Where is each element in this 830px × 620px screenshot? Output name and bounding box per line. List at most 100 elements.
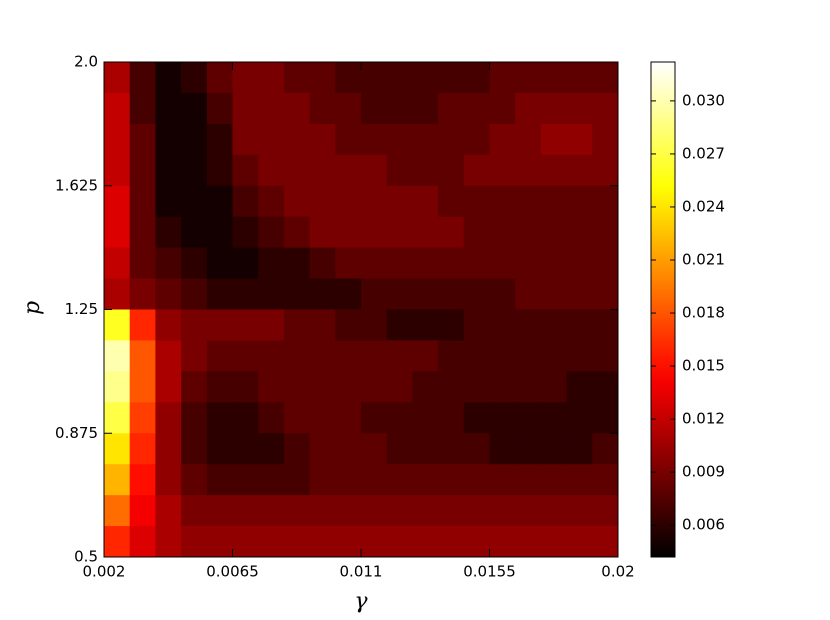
heatmap-cell: [155, 402, 182, 434]
heatmap-cell: [463, 464, 490, 496]
heatmap-cell: [463, 309, 490, 341]
heatmap-cell: [386, 309, 413, 341]
heatmap-cell: [258, 526, 285, 558]
heatmap-cell: [206, 340, 233, 372]
heatmap-cell: [155, 371, 182, 403]
heatmap-cell: [155, 216, 182, 249]
colorbar-tick-label: 0.018: [682, 304, 725, 322]
heatmap-cell: [309, 309, 336, 341]
heatmap-cell: [309, 247, 336, 280]
colorbar-tick-label: 0.030: [682, 91, 725, 109]
heatmap-cell: [335, 526, 362, 558]
heatmap-cell: [463, 340, 490, 372]
heatmap-cell: [206, 247, 233, 280]
heatmap-cell: [129, 62, 156, 94]
heatmap-cell: [258, 154, 285, 187]
heatmap-cell: [412, 62, 439, 94]
heatmap-cell: [104, 216, 131, 249]
heatmap-cell: [566, 402, 593, 434]
heatmap-cell: [335, 247, 362, 280]
heatmap-cell: [463, 154, 490, 187]
heatmap-cell: [155, 185, 182, 218]
heatmap-cell: [309, 216, 336, 249]
heatmap-cell: [566, 278, 593, 310]
heatmap-cell: [181, 92, 208, 125]
heatmap-cell: [206, 62, 233, 94]
heatmap-cell: [566, 464, 593, 496]
heatmap-cell: [155, 464, 182, 496]
heatmap-cell: [438, 123, 465, 156]
heatmap-cell: [129, 154, 156, 187]
heatmap-cell: [412, 495, 439, 527]
heatmap-cell: [258, 123, 285, 156]
colorbar-tick-label: 0.024: [682, 197, 725, 215]
heatmap-cell: [283, 185, 311, 218]
heatmap-cell: [361, 92, 388, 125]
heatmap-cell: [361, 247, 388, 280]
heatmap-cell: [592, 526, 619, 558]
heatmap-cell: [258, 371, 285, 403]
heatmap-cell: [463, 433, 490, 465]
heatmap-cell: [104, 495, 131, 527]
heatmap-cell: [566, 154, 593, 187]
heatmap-cell: [438, 216, 465, 249]
heatmap-cell: [104, 92, 131, 125]
heatmap-cell: [515, 402, 542, 434]
heatmap-cell: [386, 216, 413, 249]
heatmap-cell: [592, 62, 619, 94]
heatmap-cell: [463, 495, 490, 527]
heatmap-cell: [206, 464, 233, 496]
colorbar-tick-label: 0.012: [682, 410, 725, 428]
heatmap-cell: [438, 185, 465, 218]
heatmap-cell: [592, 340, 619, 372]
heatmap-cell: [155, 62, 182, 94]
heatmap-cell: [129, 309, 156, 341]
heatmap-cell: [206, 402, 233, 434]
heatmap-cell: [335, 123, 362, 156]
heatmap-cell: [361, 216, 388, 249]
heatmap-cell: [258, 185, 285, 218]
heatmap-cell: [104, 278, 131, 310]
heatmap-cell: [361, 278, 388, 310]
heatmap-cell: [104, 371, 131, 403]
colorbar: [650, 61, 676, 558]
heatmap-cell: [566, 433, 593, 465]
heatmap-cell: [232, 247, 259, 280]
heatmap-cell: [361, 433, 388, 465]
heatmap-cell: [412, 123, 439, 156]
heatmap-cell: [515, 371, 542, 403]
heatmap-cell: [515, 433, 542, 465]
heatmap-cell: [232, 309, 259, 341]
heatmap-cell: [361, 309, 388, 341]
heatmap-cell: [258, 402, 285, 434]
heatmap-cell: [232, 526, 259, 558]
heatmap-cell: [283, 92, 311, 125]
heatmap-cell: [335, 402, 362, 434]
colorbar-tick-label: 0.015: [682, 357, 725, 375]
heatmap-cell: [181, 154, 208, 187]
y-tick-label: 0.5: [74, 548, 98, 566]
heatmap-cell: [258, 340, 285, 372]
heatmap-cell: [540, 92, 568, 125]
heatmap-cell: [104, 433, 131, 465]
heatmap-cell: [206, 216, 233, 249]
heatmap-cell: [592, 402, 619, 434]
heatmap-cell: [592, 154, 619, 187]
heatmap-cell: [489, 309, 516, 341]
heatmap-cell: [463, 247, 490, 280]
heatmap-cell: [438, 247, 465, 280]
heatmap-cell: [386, 340, 413, 372]
heatmap-cell: [335, 154, 362, 187]
heatmap-cell: [104, 309, 131, 341]
heatmap-cell: [489, 371, 516, 403]
heatmap-cell: [489, 526, 516, 558]
heatmap-cell: [309, 62, 336, 94]
heatmap-cell: [129, 185, 156, 218]
heatmap-cell: [129, 495, 156, 527]
heatmap-cell: [386, 278, 413, 310]
heatmap-cell: [335, 216, 362, 249]
heatmap-cell: [438, 62, 465, 94]
heatmap-cell: [489, 62, 516, 94]
heatmap-cell: [181, 247, 208, 280]
heatmap-cell: [412, 278, 439, 310]
